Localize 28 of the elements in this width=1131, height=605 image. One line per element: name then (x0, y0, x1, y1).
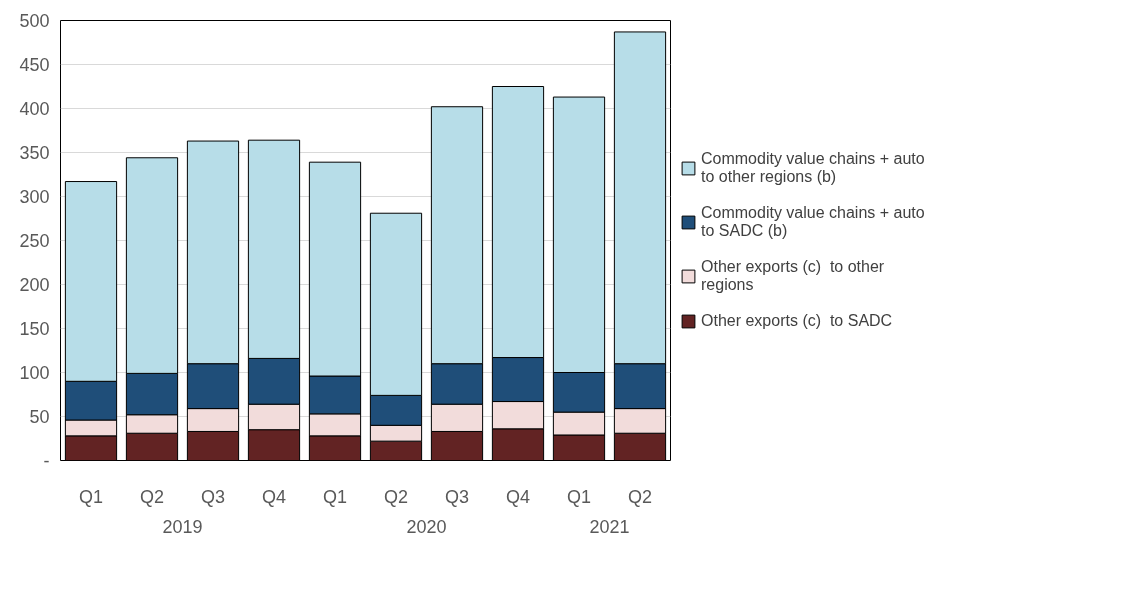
y-tick-label: 50 (29, 407, 50, 427)
text: 2020 (406, 516, 447, 537)
x-tick-label: Q4 (505, 486, 531, 507)
y-tick-label: 150 (19, 319, 50, 339)
x-tick-label: Q3 (444, 486, 470, 507)
y-tick-label: 250 (19, 231, 50, 251)
text: 2021 (589, 516, 630, 537)
y-tick-label: 300 (19, 187, 50, 207)
legend-label: Commodity value chains + auto to SADC (b) (701, 204, 925, 240)
text: 2019 (162, 516, 203, 537)
y-tick-label: 400 (19, 99, 50, 119)
x-tick-label: Q2 (383, 486, 409, 507)
y-tick-label: - (43, 451, 50, 471)
legend-label: Other exports (c) to SADC (701, 312, 893, 330)
x-tick-label: Q3 (200, 486, 226, 507)
x-tick-label: Q1 (322, 486, 348, 507)
y-tick-label: 200 (19, 275, 50, 295)
x-tick-label: Q2 (627, 486, 653, 507)
y-tick-label: 350 (19, 143, 50, 163)
legend-label: Other exports (c) to other regions (701, 258, 885, 294)
y-tick-label: 500 (19, 11, 50, 31)
y-tick-label: 450 (19, 55, 50, 75)
y-tick-label: 100 (19, 363, 50, 383)
x-tick-label: Q4 (261, 486, 287, 507)
x-tick-label: Q1 (566, 486, 592, 507)
legend-label: Commodity value chains + auto to other regions (b) (701, 150, 925, 186)
x-tick-label: Q1 (78, 486, 104, 507)
x-tick-label: Q2 (139, 486, 165, 507)
